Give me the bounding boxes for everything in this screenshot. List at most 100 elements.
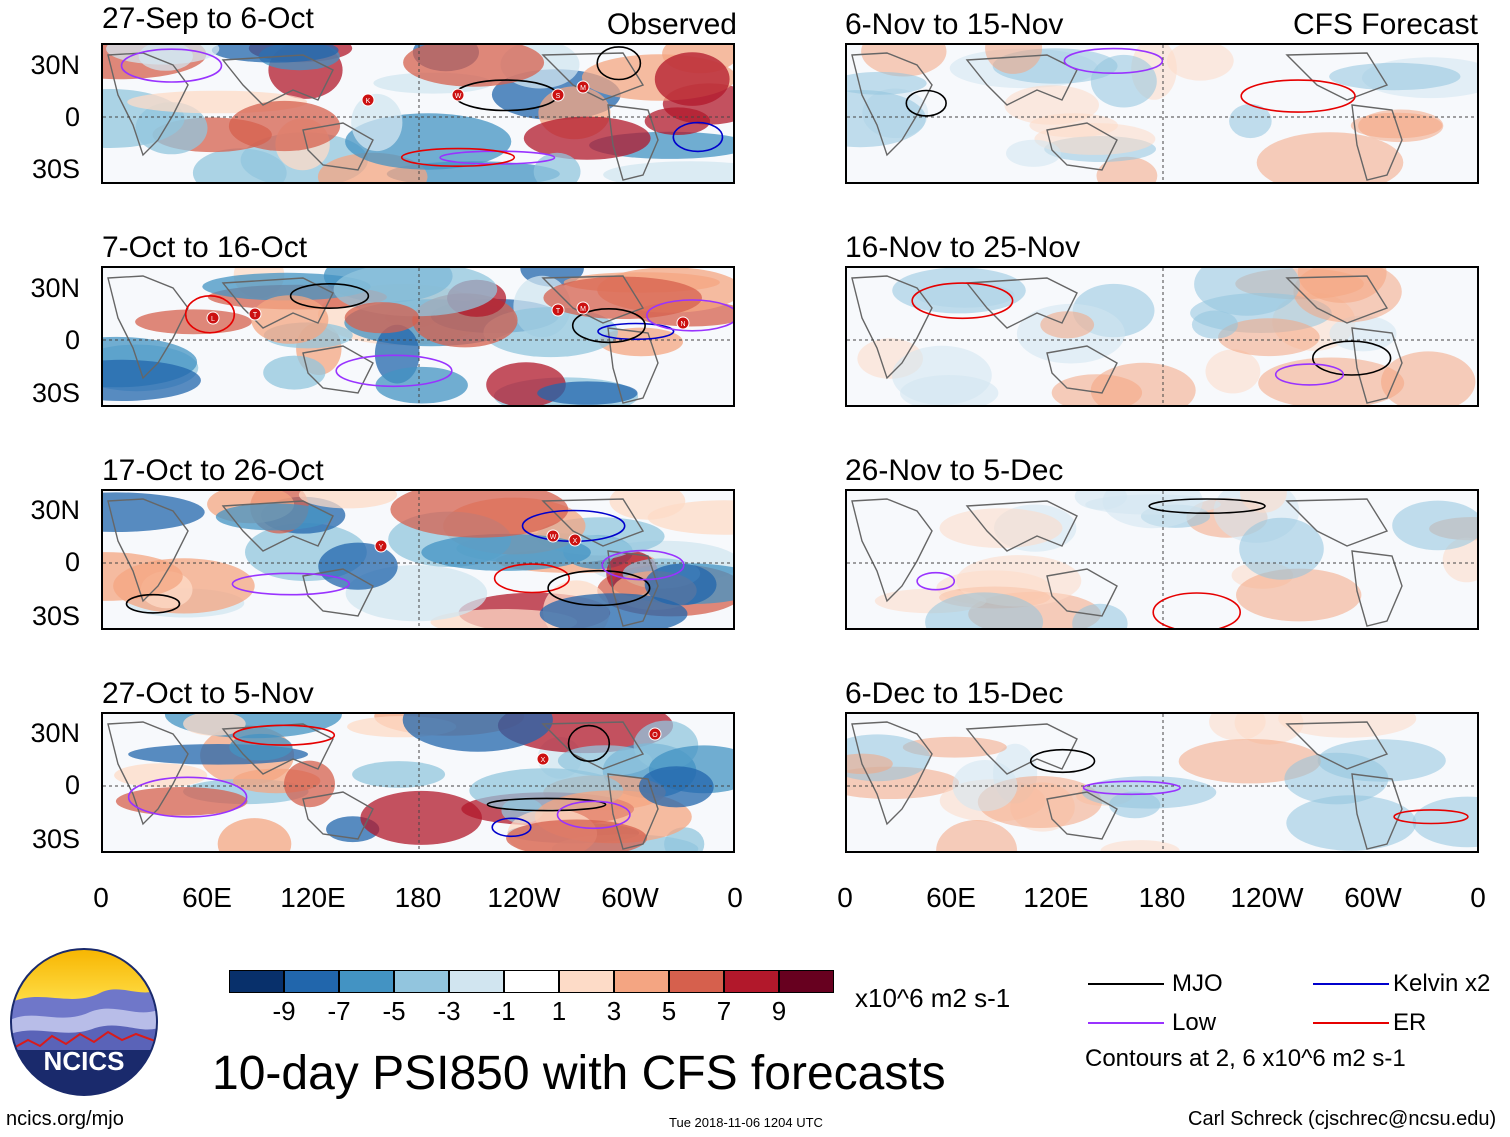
coastline bbox=[1046, 345, 1118, 394]
wave-contour bbox=[567, 724, 611, 762]
wave-contour bbox=[232, 724, 336, 746]
psi-anomaly-blob bbox=[609, 491, 686, 520]
psi-anomaly-blob bbox=[543, 276, 702, 319]
psi-anomaly-blob bbox=[103, 359, 201, 401]
psi-anomaly-blob bbox=[344, 302, 420, 334]
coastline bbox=[965, 500, 1078, 552]
coastline bbox=[1285, 721, 1389, 770]
storm-letter: X bbox=[573, 538, 578, 545]
coastline bbox=[965, 277, 1078, 329]
psi-anomaly-blob bbox=[1178, 739, 1321, 784]
coastline bbox=[607, 104, 659, 181]
colorbar-tick-label: 7 bbox=[716, 996, 732, 1026]
psi-anomaly-blob bbox=[114, 763, 208, 788]
psi-anomaly-blob bbox=[360, 790, 483, 845]
psi-anomaly-blob bbox=[251, 295, 329, 344]
lat-label-30n: 30N bbox=[30, 50, 80, 80]
psi-anomaly-blob bbox=[403, 45, 545, 87]
coastline bbox=[221, 277, 334, 329]
tropical-cyclone-icon bbox=[676, 316, 690, 330]
coastline bbox=[1351, 327, 1403, 404]
wave-contour bbox=[1029, 748, 1096, 774]
tropical-cyclone-icon bbox=[536, 752, 550, 766]
colorbar-tick-label: 3 bbox=[606, 996, 622, 1026]
psi-anomaly-blob bbox=[1240, 491, 1287, 513]
coastline bbox=[541, 498, 645, 547]
wave-contour bbox=[1312, 340, 1392, 376]
lon-label: 0 bbox=[93, 882, 109, 913]
colorbar-swatch bbox=[559, 970, 614, 993]
lon-label: 60E bbox=[926, 882, 976, 913]
legend-mjo-label: MJO bbox=[1172, 970, 1223, 997]
psi-anomaly-blob bbox=[1239, 517, 1324, 580]
forecast-map-1 bbox=[845, 43, 1479, 184]
observed-panel-3-title: 17-Oct to 26-Oct bbox=[102, 454, 324, 487]
psi-anomaly-blob bbox=[1236, 568, 1362, 622]
lat-label-eq: 0 bbox=[64, 325, 80, 355]
wave-contour bbox=[911, 282, 1014, 320]
psi-anomaly-blob bbox=[390, 491, 569, 538]
psi-anomaly-blob bbox=[263, 355, 326, 390]
wave-contour bbox=[905, 89, 947, 117]
map-field bbox=[847, 45, 1477, 182]
coastline bbox=[607, 550, 659, 627]
lat-label-30s: 30S bbox=[31, 824, 80, 854]
colorbar-swatch bbox=[779, 970, 834, 993]
coastline bbox=[1285, 498, 1389, 547]
psi-anomaly-blob bbox=[1218, 318, 1320, 357]
wave-contour bbox=[400, 147, 516, 167]
footer-author: Carl Schreck (cjschrec@ncsu.edu) bbox=[1188, 1108, 1497, 1130]
lat-label-30s: 30S bbox=[31, 601, 80, 631]
footer-url[interactable]: ncics.org/mjo bbox=[6, 1108, 124, 1130]
psi-anomaly-blob bbox=[229, 733, 293, 761]
lon-label: 60W bbox=[1344, 882, 1402, 913]
wave-contour bbox=[493, 563, 571, 594]
forecast-panel-1-title: 6-Nov to 15-Nov bbox=[845, 8, 1064, 41]
psi-anomaly-blob bbox=[644, 107, 711, 135]
legend-er-label: ER bbox=[1393, 1009, 1427, 1036]
wave-contour bbox=[1274, 363, 1345, 386]
psi-anomaly-blob bbox=[1293, 268, 1402, 323]
psi-anomaly-blob bbox=[1256, 132, 1404, 182]
coastline bbox=[221, 54, 334, 106]
psi-anomaly-blob bbox=[523, 116, 651, 160]
psi-anomaly-blob bbox=[115, 787, 248, 816]
coastline bbox=[221, 500, 334, 552]
psi-anomaly-blob bbox=[847, 71, 927, 95]
forecast-map-4 bbox=[845, 712, 1479, 853]
contour-note: Contours at 2, 6 x10^6 m2 s-1 bbox=[1085, 1045, 1406, 1072]
storm-letter: L bbox=[211, 316, 215, 323]
forecast-panel-4-title: 6-Dec to 15-Dec bbox=[845, 677, 1064, 710]
psi-anomaly-blob bbox=[202, 272, 371, 301]
colorbar-swatch bbox=[669, 970, 724, 993]
lat-label-eq: 0 bbox=[64, 547, 80, 577]
psi-anomaly-blob bbox=[352, 761, 446, 788]
coastline bbox=[302, 791, 374, 840]
storm-letter: O bbox=[652, 732, 658, 739]
psi-anomaly-blob bbox=[506, 819, 648, 851]
wave-contour bbox=[601, 549, 685, 581]
psi-anomaly-blob bbox=[1205, 349, 1261, 394]
psi-anomaly-blob bbox=[952, 760, 1018, 812]
psi-anomaly-blob bbox=[1258, 357, 1405, 405]
storm-letter: W bbox=[455, 93, 462, 100]
storm-letter: Y bbox=[379, 544, 384, 551]
forecast-map-3 bbox=[845, 489, 1479, 630]
wave-contour bbox=[916, 571, 956, 591]
wave-contour bbox=[1063, 47, 1164, 74]
colorbar-tick-label: -3 bbox=[437, 996, 461, 1026]
wave-contour bbox=[184, 294, 236, 334]
wave-contour bbox=[571, 307, 646, 344]
psi-anomaly-blob bbox=[1006, 139, 1061, 167]
wave-contour bbox=[289, 283, 370, 309]
coastline bbox=[965, 723, 1078, 775]
psi-anomaly-blob bbox=[284, 760, 335, 808]
wave-contour bbox=[335, 354, 453, 388]
tropical-cyclone-icon bbox=[248, 307, 262, 321]
storm-letter: N bbox=[680, 321, 685, 328]
wave-contour bbox=[646, 299, 733, 332]
coastline bbox=[1351, 773, 1403, 850]
observed-panel-4-title: 27-Oct to 5-Nov bbox=[102, 677, 314, 710]
psi-anomaly-blob bbox=[1166, 45, 1234, 81]
map-field bbox=[847, 714, 1477, 851]
